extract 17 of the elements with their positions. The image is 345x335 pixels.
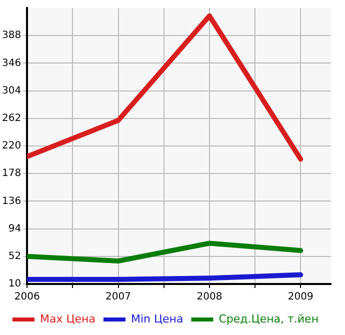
y-tick-label: 220 [2, 140, 22, 152]
y-tick-label: 52 [8, 250, 22, 262]
legend-label: Min Цена [130, 312, 184, 326]
x-tick-label: 2006 [14, 292, 40, 303]
legend-label: Сред.Цена, т.йен [218, 312, 319, 326]
legend-label: Max Цена [40, 312, 96, 326]
y-tick-label: 10 [8, 278, 22, 290]
x-tick-label: 2008 [196, 292, 222, 303]
x-tick-label: 2009 [288, 292, 314, 303]
y-tick-label: 262 [2, 112, 22, 124]
y-tick-label: 304 [2, 85, 22, 96]
y-tick-label: 178 [2, 168, 22, 180]
y-tick-label: 136 [2, 196, 22, 207]
y-tick-label: 388 [2, 30, 22, 42]
y-tick-label: 94 [8, 223, 22, 234]
y-tick-label: 346 [2, 58, 22, 69]
x-tick-label: 2007 [106, 292, 131, 303]
